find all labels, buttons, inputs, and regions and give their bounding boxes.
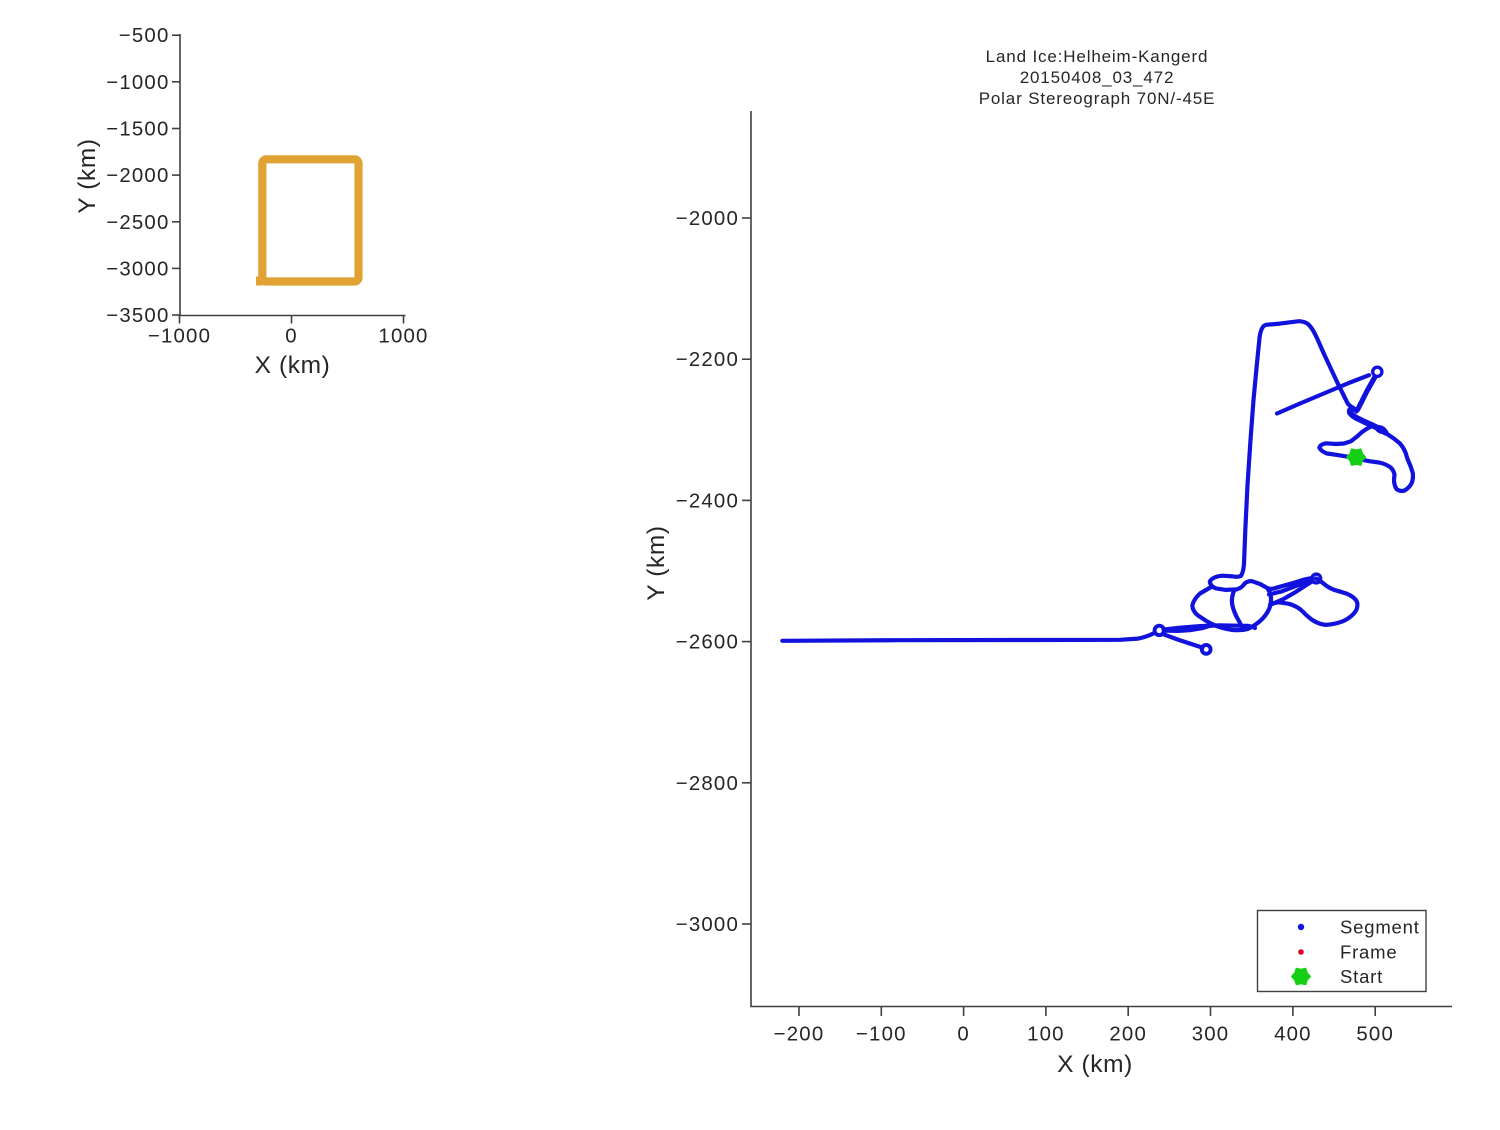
svg-text:Polar Stereograph 70N/-45E: Polar Stereograph 70N/-45E [979, 89, 1216, 108]
svg-text:Y (km): Y (km) [74, 138, 101, 213]
svg-text:−3000: −3000 [106, 258, 169, 280]
svg-text:Frame: Frame [1340, 942, 1397, 963]
svg-text:100: 100 [1027, 1024, 1065, 1046]
svg-text:−200: −200 [774, 1024, 825, 1046]
svg-text:X (km): X (km) [255, 352, 331, 379]
svg-text:−2400: −2400 [676, 490, 739, 512]
svg-text:−1000: −1000 [148, 326, 211, 348]
svg-text:Start: Start [1340, 966, 1383, 987]
svg-text:Segment: Segment [1340, 917, 1420, 938]
svg-text:−2800: −2800 [676, 773, 739, 795]
svg-text:Y (km): Y (km) [643, 525, 670, 600]
svg-text:−1500: −1500 [106, 119, 169, 141]
svg-text:X (km): X (km) [1057, 1051, 1133, 1078]
svg-text:−2000: −2000 [676, 208, 739, 230]
svg-text:−2600: −2600 [676, 632, 739, 654]
svg-text:Land Ice:Helheim-Kangerd: Land Ice:Helheim-Kangerd [986, 47, 1209, 66]
svg-text:300: 300 [1192, 1024, 1230, 1046]
svg-text:−500: −500 [119, 25, 170, 47]
svg-text:−3000: −3000 [676, 914, 739, 936]
svg-text:500: 500 [1356, 1024, 1394, 1046]
svg-text:0: 0 [285, 326, 298, 348]
svg-text:−2200: −2200 [676, 349, 739, 371]
svg-text:20150408_03_472: 20150408_03_472 [1020, 68, 1175, 87]
svg-text:−1000: −1000 [106, 72, 169, 94]
svg-text:−2500: −2500 [106, 212, 169, 234]
svg-text:−100: −100 [856, 1024, 907, 1046]
svg-text:400: 400 [1274, 1024, 1312, 1046]
svg-text:−3500: −3500 [106, 305, 169, 327]
svg-text:−2000: −2000 [106, 165, 169, 187]
svg-text:1000: 1000 [378, 326, 428, 348]
svg-text:0: 0 [957, 1024, 970, 1046]
svg-text:200: 200 [1109, 1024, 1147, 1046]
